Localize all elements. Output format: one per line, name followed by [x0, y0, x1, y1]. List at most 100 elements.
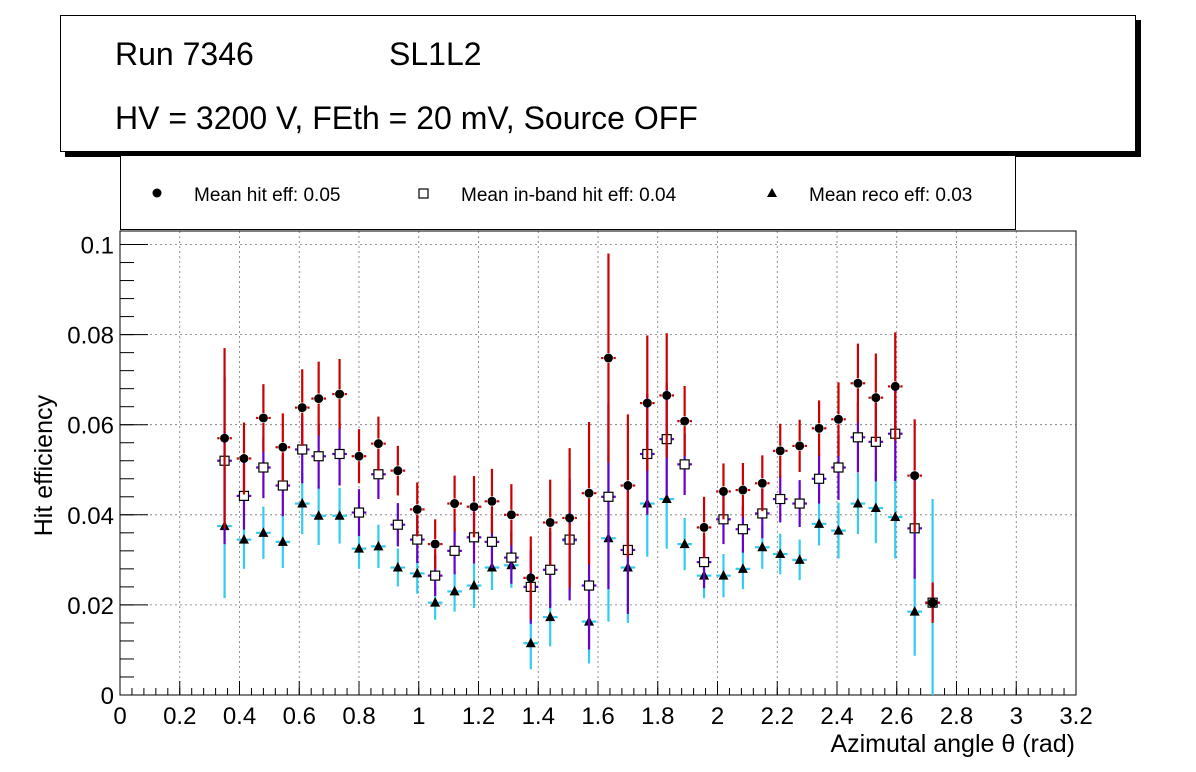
inband-point	[775, 493, 786, 505]
reco-point	[775, 548, 786, 558]
hit-point	[795, 441, 805, 451]
hit-point	[469, 502, 479, 512]
inband-point	[698, 557, 710, 568]
y-axis-label: Hit efficiency	[30, 395, 58, 537]
reco-point	[679, 538, 690, 549]
inband-point	[679, 459, 690, 470]
reco-series	[217, 449, 940, 695]
reco-point	[545, 611, 556, 622]
reco-point	[277, 536, 288, 546]
x-tick-labels: 0 0.2 0.4 0.6 0.8 1 1.2 1.4 1.6 1.8 2 2.2 2.4 2.6 2.8 3…	[113, 703, 1092, 730]
hit-point	[853, 378, 863, 388]
hit-point	[833, 414, 843, 424]
hit-point	[412, 504, 422, 514]
inband-point	[277, 480, 288, 491]
x-tick-label: 3	[1010, 703, 1023, 730]
hit-point	[314, 394, 324, 404]
reco-point	[814, 518, 825, 528]
hit-point	[718, 486, 728, 496]
reco-point	[909, 606, 920, 616]
y-tick-label: 0.08	[67, 323, 114, 350]
hit-point	[565, 513, 575, 523]
inband-point	[449, 545, 460, 556]
reco-point	[449, 585, 460, 596]
y-tick-label: 0	[101, 683, 114, 710]
hit-point	[487, 496, 497, 506]
hit-point	[680, 416, 690, 426]
x-tick-label: 1.2	[462, 703, 495, 730]
axis-ticks	[119, 244, 1077, 696]
x-axis-label: Azimutal angle θ (rad)	[830, 730, 1075, 758]
reco-point	[757, 541, 768, 552]
hit-point	[699, 522, 709, 532]
hit-point	[335, 389, 345, 399]
inband-point	[412, 534, 423, 545]
hit-point	[297, 403, 307, 413]
legend-reco-label: Mean reco eff: 0.03	[809, 185, 972, 206]
legend-hit-marker	[152, 188, 162, 198]
conditions-label: HV = 3200 V, FEth = 20 mV, Source OFF	[115, 100, 698, 136]
inband-point	[334, 448, 345, 460]
hit-point	[220, 433, 230, 443]
hit-point	[910, 471, 920, 481]
reco-point	[737, 563, 748, 573]
inband-point	[430, 570, 441, 581]
reco-point	[661, 493, 672, 504]
x-tick-label: 0.4	[223, 703, 256, 730]
hit-point	[928, 598, 938, 608]
reco-point	[313, 510, 324, 520]
reco-point	[852, 498, 863, 508]
y-tick-label: 0.02	[67, 593, 114, 620]
legend: Mean hit eff: 0.05 Mean in-band hit eff:…	[120, 156, 1016, 230]
hit-point	[623, 481, 633, 491]
inband-point	[794, 498, 805, 509]
reco-point	[890, 511, 901, 522]
inband-point	[583, 580, 595, 591]
x-tick-label: 2	[711, 703, 724, 730]
hit-series	[217, 253, 940, 623]
reco-point	[258, 527, 269, 537]
x-tick-label: 1.6	[581, 703, 614, 730]
hit-point	[757, 478, 767, 488]
hit-point	[239, 453, 249, 463]
hit-point	[545, 517, 555, 527]
reco-point	[794, 554, 805, 564]
legend-inband-label: Mean in-band hit eff: 0.04	[461, 185, 677, 206]
legend-hit-label: Mean hit eff: 0.05	[194, 185, 340, 206]
reco-point	[392, 562, 403, 572]
y-tick-label: 0.04	[67, 503, 114, 530]
hit-point	[603, 353, 613, 363]
legend-reco-marker	[767, 188, 777, 197]
hit-point	[393, 466, 403, 476]
inband-point	[813, 473, 825, 484]
hit-point	[662, 390, 672, 400]
reco-point	[354, 543, 364, 553]
hit-point	[775, 446, 785, 456]
hit-point	[258, 413, 268, 423]
x-tick-label: 2.8	[940, 703, 973, 730]
hit-point	[584, 488, 594, 498]
inband-point	[852, 432, 864, 443]
x-tick-label: 1	[412, 703, 425, 730]
inband-point	[373, 469, 384, 480]
x-tick-label: 2.2	[761, 703, 794, 730]
y-tick-label: 0.1	[81, 233, 114, 260]
x-tick-label: 0.2	[163, 703, 196, 730]
hit-point	[278, 442, 288, 452]
reco-point	[238, 534, 249, 544]
hit-point	[526, 573, 536, 583]
hit-point	[814, 423, 824, 433]
reco-point	[469, 580, 480, 590]
inband-point	[258, 462, 269, 473]
x-tick-label: 3.2	[1059, 703, 1092, 730]
x-tick-label: 0	[113, 703, 126, 730]
x-tick-label: 1.8	[641, 703, 674, 730]
hit-point	[738, 485, 748, 495]
hit-point	[506, 510, 516, 520]
inband-point	[486, 536, 498, 547]
inband-point	[833, 462, 844, 473]
reco-point	[430, 597, 441, 607]
reco-point	[297, 498, 308, 508]
inband-point	[353, 507, 365, 518]
